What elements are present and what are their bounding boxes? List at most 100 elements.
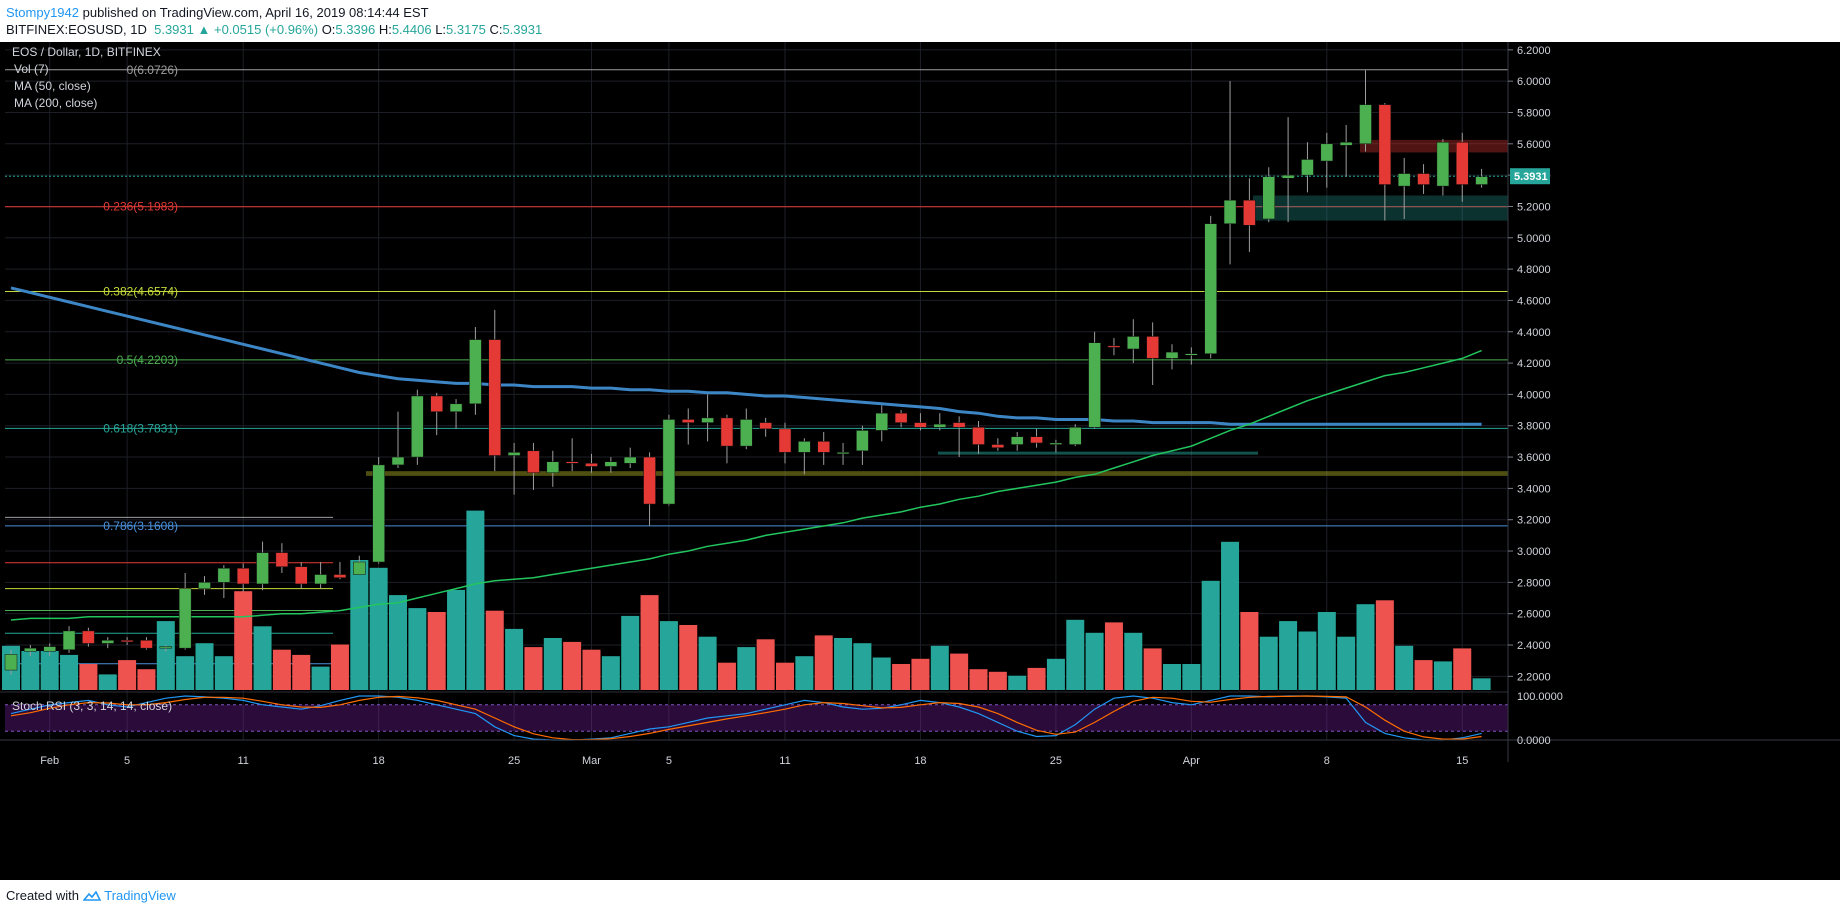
candle-body (43, 646, 56, 652)
publish-info: published on TradingView.com, April 16, … (79, 5, 429, 20)
volume-bars (2, 510, 1491, 690)
stoch-k-line (10, 695, 1482, 741)
candle (1010, 432, 1024, 451)
candle (1262, 167, 1275, 223)
volume-bar (582, 649, 601, 690)
candle-body (856, 430, 869, 452)
candle (1281, 117, 1295, 223)
volume-bar (1240, 612, 1259, 690)
candle-body (1417, 173, 1430, 185)
volume-bar (234, 591, 253, 690)
volume-bar (350, 560, 369, 690)
candle-body (314, 574, 327, 585)
legend-ma50: MA (50, close) (14, 79, 91, 93)
candle (1165, 344, 1179, 370)
volume-bar (1046, 658, 1065, 690)
candle-body (1359, 104, 1372, 145)
candle (1030, 428, 1043, 448)
candle (759, 417, 772, 437)
candle-body (759, 422, 772, 430)
candle-body (991, 444, 1005, 448)
candle (623, 447, 637, 469)
tradingview-brand[interactable]: TradingView (104, 888, 176, 903)
candle (682, 408, 695, 445)
volume-bar (447, 589, 466, 690)
yellow-zone (366, 471, 1508, 476)
volume-bar (1008, 675, 1027, 690)
price-axis-bg (1508, 42, 1840, 880)
candle (1359, 70, 1372, 152)
candle (1320, 132, 1334, 188)
price-tick-label: 4.6000 (1517, 295, 1551, 307)
volume-bar (1143, 648, 1162, 690)
candle-body (546, 461, 560, 473)
candle (82, 627, 95, 647)
candles[interactable] (4, 70, 1488, 675)
candle (875, 405, 888, 442)
candle (991, 438, 1005, 451)
volume-bar (601, 656, 620, 690)
candle-body (875, 412, 888, 431)
fibonacci-retracement[interactable]: 0(6.0726) 0.236(5.1983) 0.382(4.6574) 0.5(4… (5, 63, 1508, 533)
price-tick-label: 3.0000 (1517, 546, 1551, 558)
candle-body (507, 452, 521, 456)
candle (1417, 164, 1430, 194)
volume-bar (1027, 667, 1046, 690)
volume-bar (1279, 621, 1298, 690)
volume-bar (485, 610, 504, 690)
fib-label-0-382: 0.382(4.6574) (103, 284, 178, 298)
volume-bar (408, 608, 427, 690)
volume-bar (369, 567, 388, 690)
volume-bar (1317, 612, 1336, 690)
price-tick-label: 2.6000 (1517, 609, 1551, 621)
candle (856, 425, 869, 465)
candle-body (720, 417, 734, 447)
candle-body (295, 566, 308, 585)
candle (4, 649, 18, 675)
price-tick-label: 2.4000 (1517, 640, 1551, 652)
candle (952, 416, 966, 458)
candle-body (140, 640, 153, 649)
candle-body (430, 395, 443, 412)
close-value: 5.3931 (502, 22, 543, 37)
candle-body (1397, 173, 1411, 187)
price-tick-label: 6.0000 (1517, 76, 1551, 88)
candle-body (972, 427, 985, 445)
volume-bar (1433, 661, 1452, 690)
candle-body (217, 568, 231, 583)
volume-bar (21, 651, 40, 690)
volume-bar (1337, 636, 1356, 690)
fib-label-0: 0(6.0726) (127, 63, 178, 77)
candle-body (585, 463, 598, 467)
chart-legend: EOS / Dollar, 1D, BITFINEX Vol (7) MA (5… (12, 45, 161, 110)
price-change: ▲ +0.0515 (+0.96%) (197, 22, 319, 37)
price-tick-label: 4.2000 (1517, 358, 1551, 370)
candle (1185, 347, 1198, 365)
candle-body (1185, 353, 1198, 356)
high-value: 5.4406 (391, 22, 432, 37)
candle (1397, 157, 1411, 219)
volume-bar (176, 656, 195, 690)
candle (527, 442, 540, 490)
candle-body (4, 654, 18, 671)
candle-body (527, 450, 540, 473)
volume-bar (292, 654, 311, 690)
candlestick-chart[interactable]: 0(6.0726) 0.236(5.1983) 0.382(4.6574) 0.5(4… (0, 42, 1840, 880)
time-tick-label: 8 (1324, 755, 1330, 767)
time-tick-label: 18 (373, 755, 385, 767)
candle (1301, 142, 1314, 193)
candle-body (159, 646, 173, 649)
author-link[interactable]: Stompy1942 (6, 5, 79, 20)
candle-body (198, 582, 211, 589)
volume-bar (195, 643, 214, 690)
candle (740, 408, 753, 450)
candle (1436, 139, 1450, 196)
volume-bar (1124, 632, 1143, 690)
candle-body (1146, 336, 1159, 359)
volume-bar (60, 654, 79, 690)
candle (411, 389, 424, 465)
candle-body (1165, 351, 1179, 359)
volume-bar (505, 628, 524, 690)
volume-bar (1356, 604, 1375, 690)
price-tick-label: 5.2000 (1517, 201, 1551, 213)
